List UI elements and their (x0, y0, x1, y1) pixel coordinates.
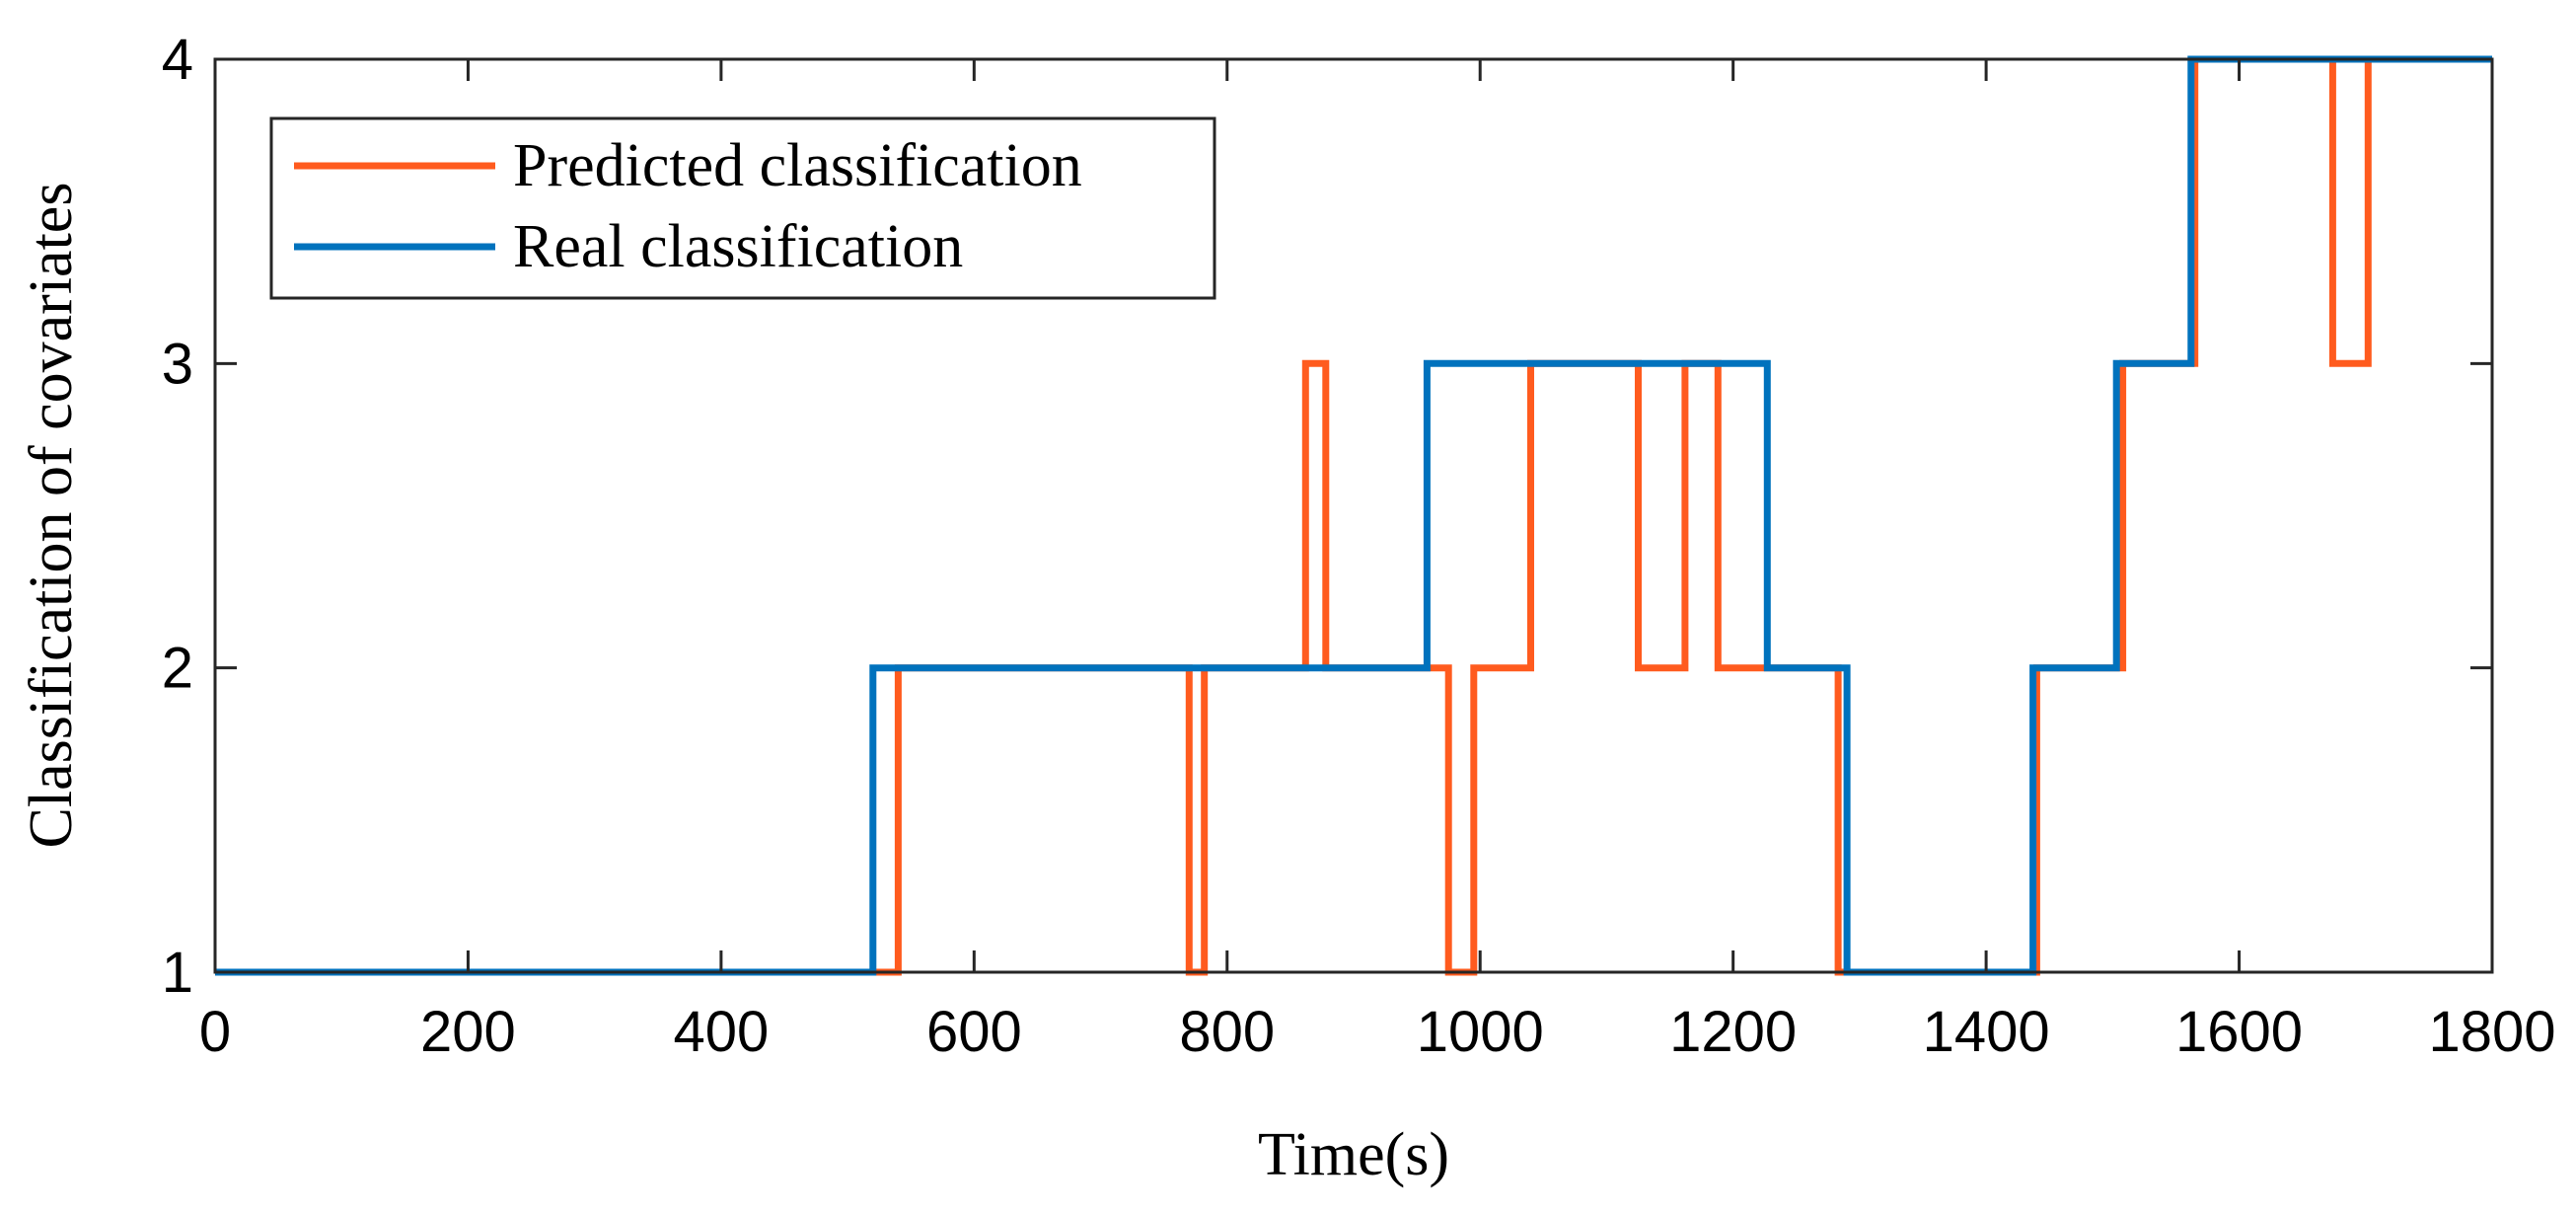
x-tick-label: 800 (1179, 1000, 1275, 1064)
series-line-predicted (215, 55, 2492, 976)
x-tick-label: 600 (926, 1000, 1022, 1064)
legend-label-predicted: Predicted classification (513, 132, 1082, 199)
y-tick-label: 2 (162, 637, 193, 701)
x-tick-label: 200 (420, 1000, 516, 1064)
axes-box (213, 57, 2494, 974)
x-tick-label: 400 (673, 1000, 769, 1064)
x-tick-label: 1000 (1417, 1000, 1544, 1064)
legend-label-real: Real classification (513, 213, 963, 280)
x-tick-label: 1800 (2428, 1000, 2555, 1064)
y-tick-label: 3 (162, 332, 193, 396)
legend-box (269, 116, 1216, 300)
x-tick-label: 0 (199, 1000, 231, 1064)
x-axis: 0 200 400 600 800 1000 1200 1400 1600 1800 (199, 59, 2556, 1064)
x-tick-label: 1400 (1923, 1000, 2050, 1064)
y-tick-label: 1 (162, 941, 193, 1005)
series-line-real (215, 55, 2492, 976)
x-tick-label: 1200 (1669, 1000, 1797, 1064)
x-tick-label: 1600 (2175, 1000, 2303, 1064)
y-axis-title: Classification of covariates (18, 183, 85, 849)
x-axis-title: Time(s) (1258, 1121, 1449, 1188)
series-layer (215, 55, 2492, 976)
y-axis: 1 2 3 4 (162, 28, 2492, 1005)
legend: Predicted classification Real classifica… (269, 116, 1216, 300)
y-tick-label: 4 (162, 28, 193, 92)
